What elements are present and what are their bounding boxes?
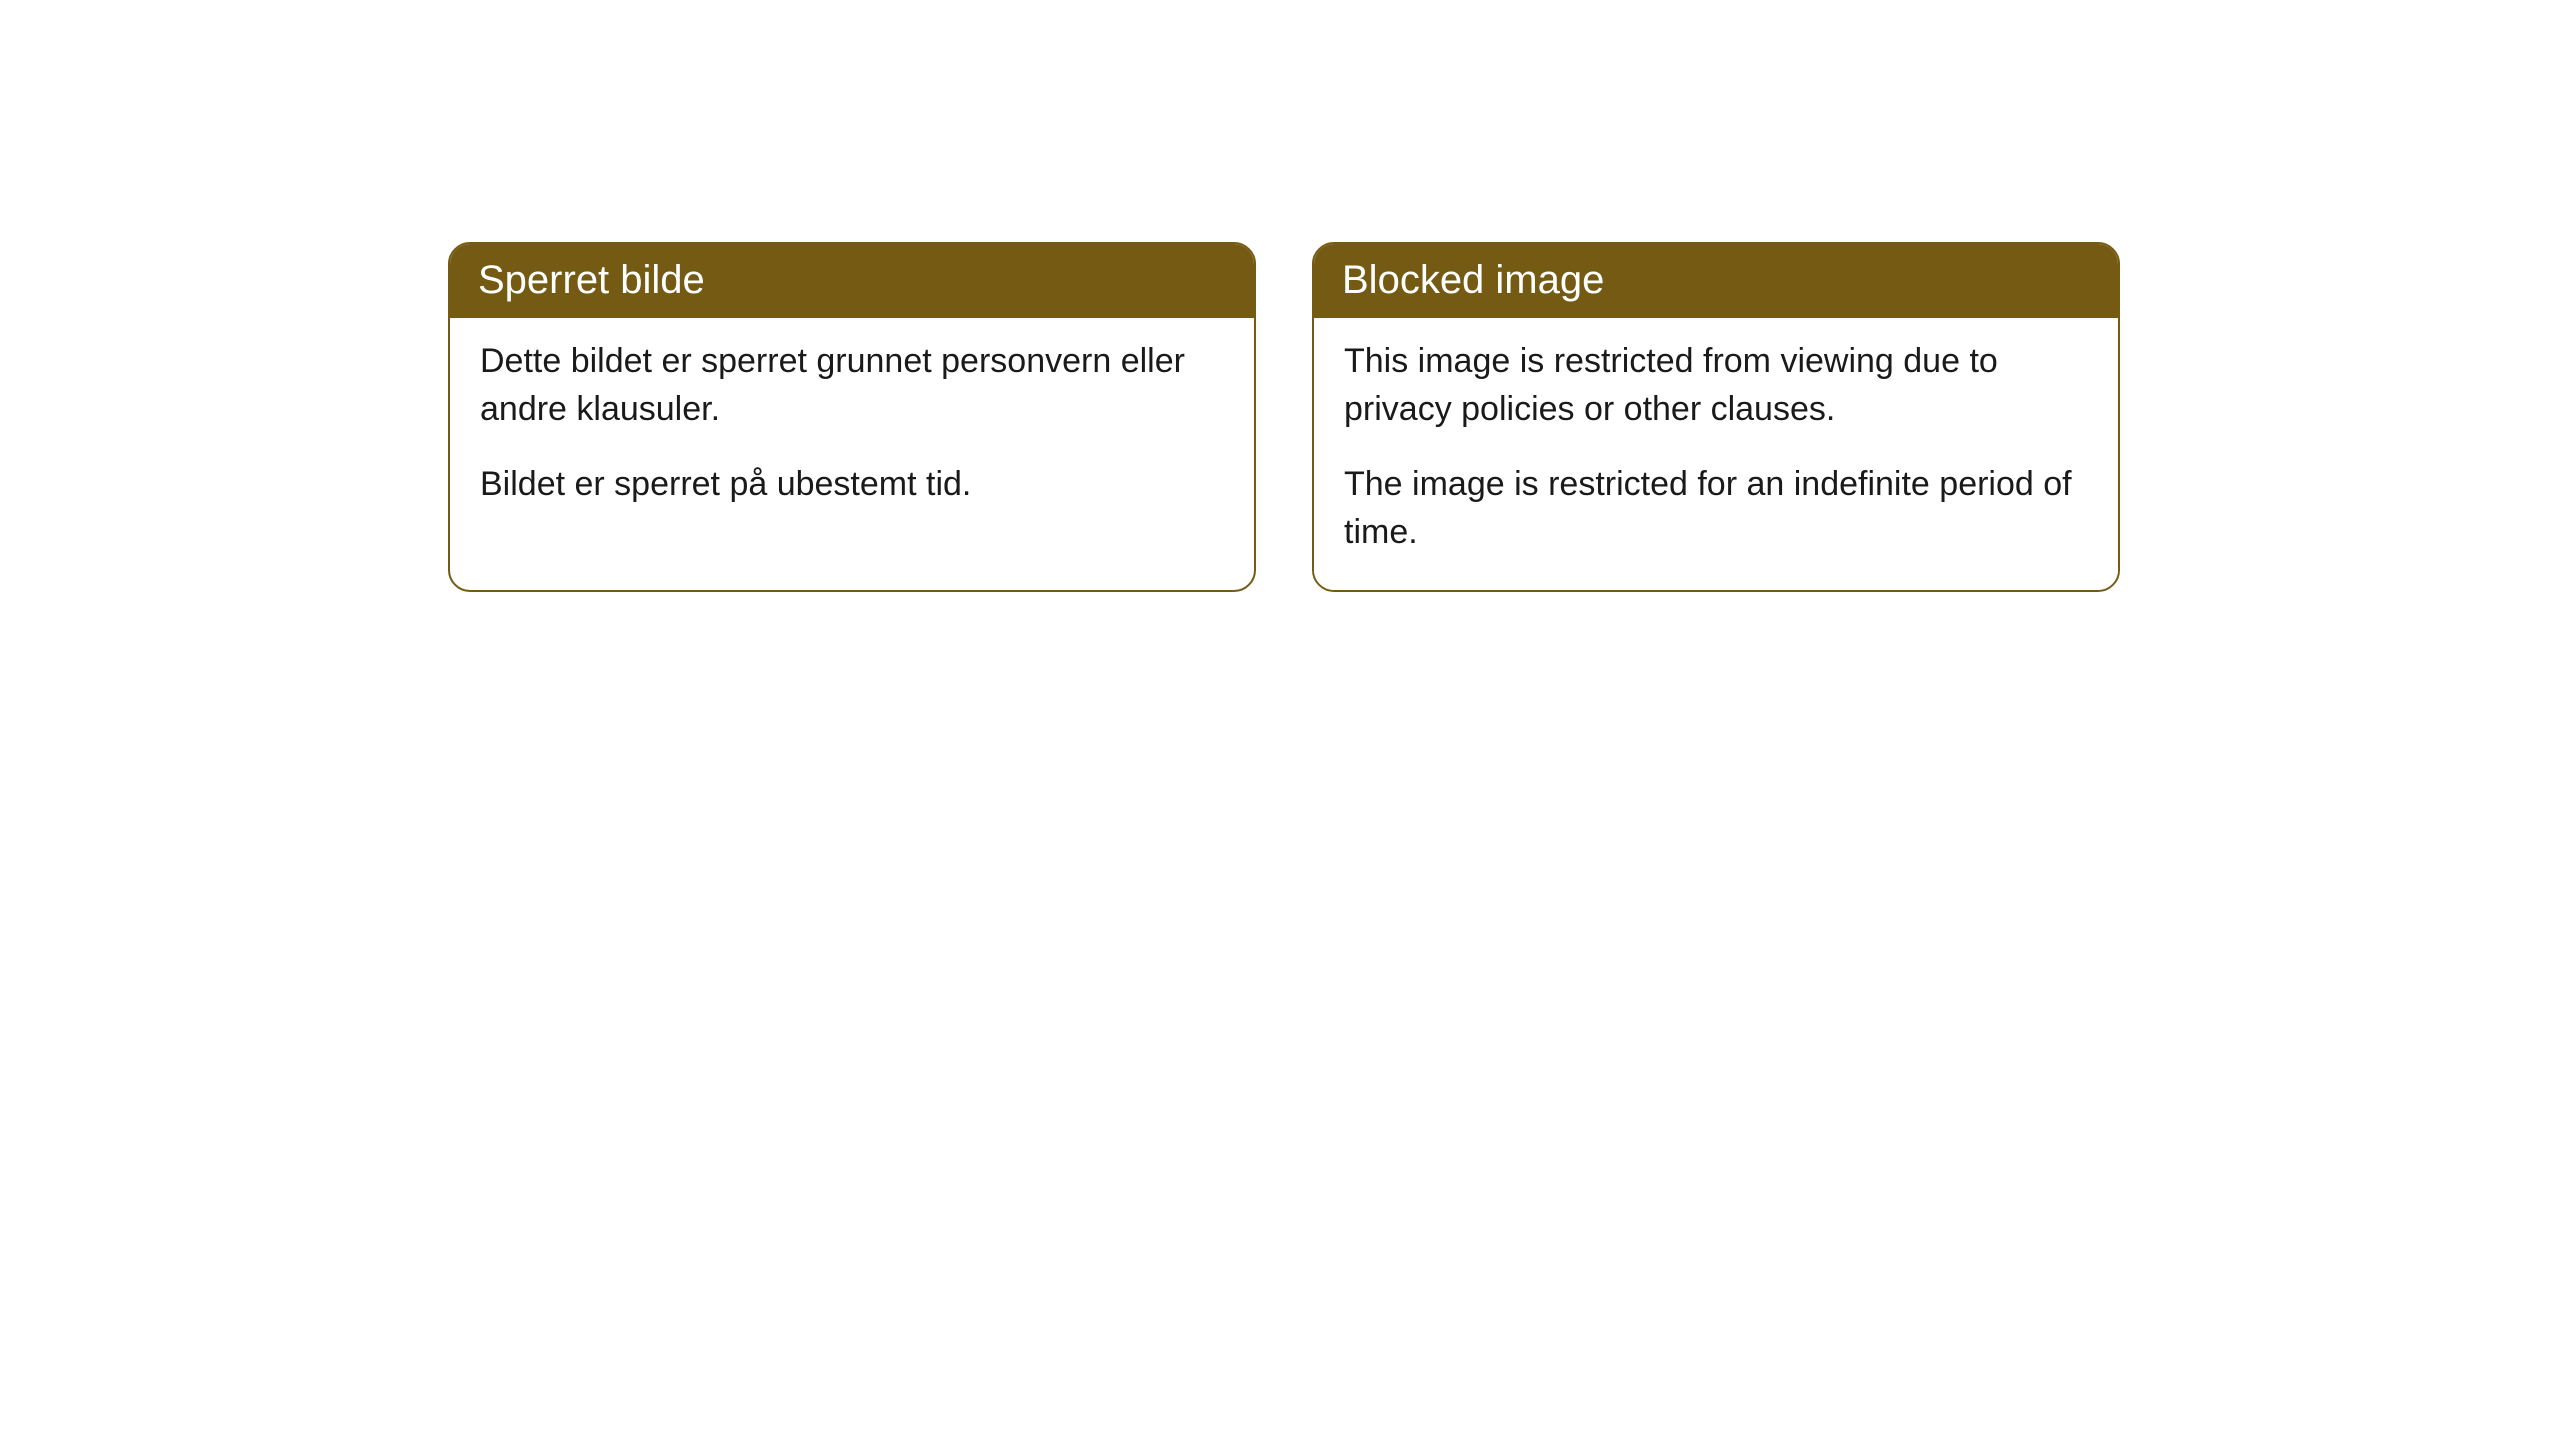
notice-cards-container: Sperret bilde Dette bildet er sperret gr… (0, 0, 2560, 592)
notice-text-english-2: The image is restricted for an indefinit… (1344, 461, 2088, 556)
notice-text-norwegian-1: Dette bildet er sperret grunnet personve… (480, 338, 1224, 433)
notice-text-norwegian-2: Bildet er sperret på ubestemt tid. (480, 461, 1224, 509)
notice-text-english-1: This image is restricted from viewing du… (1344, 338, 2088, 433)
card-body-english: This image is restricted from viewing du… (1314, 318, 2118, 590)
blocked-image-card-norwegian: Sperret bilde Dette bildet er sperret gr… (448, 242, 1256, 592)
card-header-norwegian: Sperret bilde (450, 244, 1254, 318)
blocked-image-card-english: Blocked image This image is restricted f… (1312, 242, 2120, 592)
card-header-english: Blocked image (1314, 244, 2118, 318)
card-body-norwegian: Dette bildet er sperret grunnet personve… (450, 318, 1254, 543)
